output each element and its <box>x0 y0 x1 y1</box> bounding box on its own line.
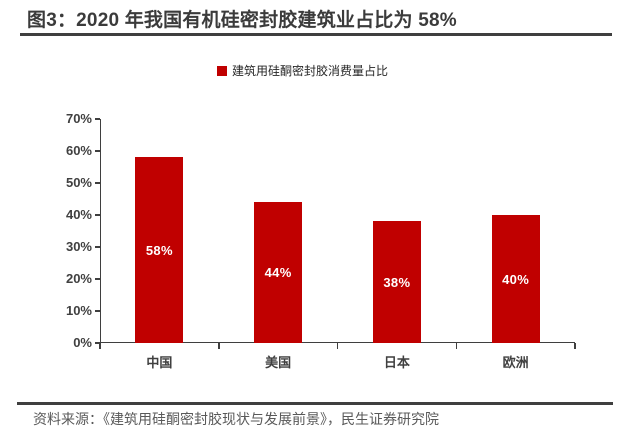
y-axis-tick-label: 30% <box>65 239 92 254</box>
y-axis-tick-label: 20% <box>65 271 92 286</box>
y-axis-tick-mark <box>95 246 100 248</box>
y-axis-tick-label: 60% <box>65 143 92 158</box>
legend-label: 建筑用硅酮密封胶消费量占比 <box>232 64 389 78</box>
bar-data-label: 40% <box>502 271 530 287</box>
bar-data-label: 44% <box>264 265 292 281</box>
x-axis-category-label: 日本 <box>383 355 410 370</box>
y-axis-tick-mark <box>95 278 100 280</box>
y-axis-tick-mark <box>95 310 100 312</box>
y-axis-tick-label: 50% <box>65 175 92 190</box>
figure-title: 图3：2020 年我国有机硅密封胶建筑业占比为 58% <box>27 10 457 31</box>
title-underline <box>20 33 612 36</box>
y-axis-tick-mark <box>95 214 100 216</box>
x-axis-category-label: 中国 <box>146 355 173 370</box>
y-axis-tick-mark <box>95 342 100 344</box>
y-axis-tick-label: 0% <box>73 335 92 350</box>
x-axis-category-label: 欧洲 <box>502 355 529 370</box>
legend: 建筑用硅酮密封胶消费量占比 <box>217 62 388 79</box>
bar-data-label: 38% <box>383 274 411 290</box>
legend-swatch-icon <box>217 65 227 76</box>
y-axis-tick-mark <box>95 150 100 152</box>
source-note: 资料来源：《建筑用硅酮密封胶现状与发展前景》，民生证券研究院 <box>33 411 439 427</box>
y-axis-tick-label: 40% <box>65 207 92 222</box>
y-axis-tick-label: 70% <box>65 111 92 126</box>
y-axis-tick-mark <box>95 182 100 184</box>
bar-data-label: 58% <box>145 242 173 258</box>
bar-美国: 44% <box>254 202 303 343</box>
x-axis-tick-mark <box>455 343 457 349</box>
plot-area <box>100 119 575 343</box>
y-axis-tick-label: 10% <box>65 303 92 318</box>
bar-中国: 58% <box>135 157 184 343</box>
source-divider <box>17 402 613 405</box>
x-axis-tick-mark <box>99 343 101 349</box>
x-axis-tick-mark <box>336 343 339 349</box>
x-axis-tick-mark <box>218 343 220 349</box>
y-axis-tick-mark <box>95 118 100 120</box>
x-axis-category-label: 美国 <box>265 355 292 370</box>
x-axis-tick-mark <box>574 343 576 349</box>
bar-日本: 38% <box>372 221 421 343</box>
bar-欧洲: 40% <box>491 215 540 343</box>
